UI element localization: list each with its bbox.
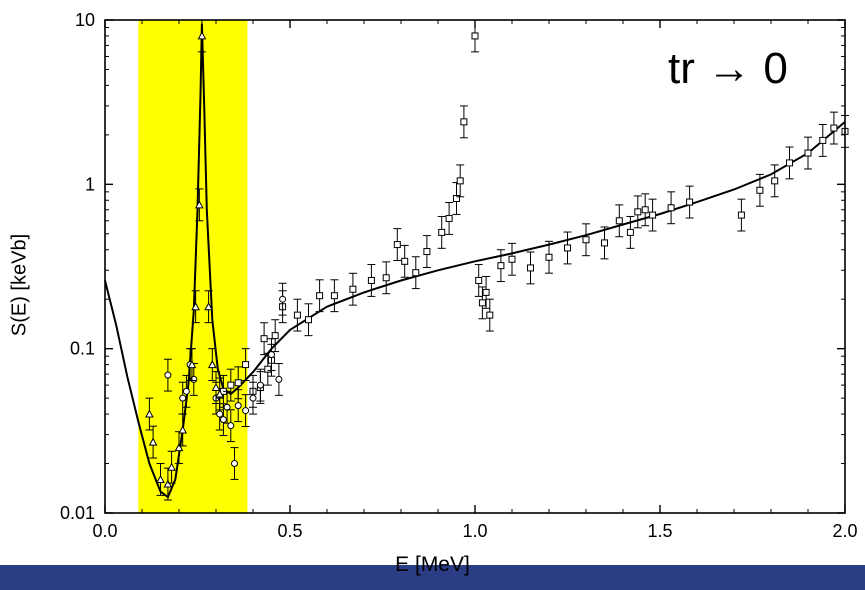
data-point-square [367,276,375,284]
data-point-square [456,177,464,185]
data-point-square [786,159,793,167]
annotation-text: tr → 0 [668,44,788,93]
data-point-triangle [207,360,217,369]
data-point-triangle [215,389,225,398]
y-axis-label: S(E) [keVb] [8,233,31,337]
x-tick-label: 1.0 [462,521,487,541]
data-point-triangle [167,462,176,471]
data-point-triangle [163,479,173,488]
data-point-square [423,248,431,256]
data-point-circle [242,407,250,415]
data-point-square [819,136,827,144]
data-point-circle [275,375,283,383]
data-point-triangle [187,360,197,369]
y-tick-label: 1 [85,174,95,194]
data-point-square [412,269,420,277]
data-point-square [756,186,764,194]
data-point-triangle [145,409,154,418]
data-point-square [497,262,505,270]
data-point-square [634,208,642,216]
data-point-square [486,311,494,319]
data-point-square [508,255,516,263]
data-point-circle [268,351,275,359]
data-point-circle [219,416,227,424]
data-point-square [460,118,468,126]
data-point-triangle [195,200,204,209]
data-point-square [242,361,250,369]
data-point-square [626,228,634,236]
data-point-triangle [156,474,165,483]
data-point-triangle [148,437,158,446]
data-point-square [316,292,324,300]
data-point-circle [223,403,231,411]
data-point-square [260,335,268,343]
y-tick-label: 0.01 [60,503,95,523]
y-tick-label: 0.1 [70,339,95,359]
bottom-bar [0,565,865,590]
data-point-circle [279,295,287,303]
data-point-square [382,274,390,282]
data-point-square [667,204,675,212]
x-tick-label: 1.5 [647,521,672,541]
data-point-circle [227,422,235,430]
data-point-square [686,198,694,206]
data-point-square [471,32,479,40]
data-point-square [641,206,649,214]
x-tick-label: 2.0 [832,521,857,541]
data-point-square [478,299,486,307]
data-point-square [401,257,409,265]
data-point-square [649,211,657,219]
data-point-triangle [211,382,221,392]
data-point-square [830,124,838,132]
data-point-square [349,285,357,293]
data-point-square [305,316,312,324]
data-points-layer [145,19,849,501]
data-point-square [438,228,446,236]
data-point-square [737,211,745,219]
data-point-square [564,244,571,252]
data-point-square [271,332,279,340]
data-point-square [771,177,779,185]
data-point-square [293,311,301,319]
highlight-region [138,20,248,513]
data-point-square [527,264,534,272]
data-point-square [475,276,483,284]
data-point-square [234,379,242,387]
axis-ticks-layer: 0.0 0.5 1.0 1.5 2.0 0.01 0.1 1 10 [60,10,858,541]
data-point-square [227,381,235,389]
data-point-triangle [191,302,200,311]
data-point-square [615,217,623,225]
data-point-circle [231,460,238,468]
data-point-circle [164,371,172,379]
data-point-square [264,365,272,373]
data-point-square [601,239,608,247]
data-point-circle [249,394,257,402]
data-point-circle [256,381,264,389]
data-point-circle [182,387,190,395]
data-point-triangle [197,31,207,40]
data-point-triangle [178,425,188,434]
data-point-square [482,288,490,296]
data-point-square [453,194,460,202]
data-point-triangle [174,443,184,452]
data-point-square [393,241,401,249]
data-point-circle [179,394,187,402]
x-axis-label: E [MeV] [395,553,470,576]
data-point-square [804,149,812,157]
data-point-square [545,253,553,261]
data-point-square [445,214,453,222]
x-tick-label: 0.5 [277,521,302,541]
data-point-square [582,236,590,244]
y-tick-label: 10 [75,10,95,30]
data-point-square [330,292,338,300]
data-point-circle [216,410,224,418]
data-point-triangle [204,302,213,311]
x-tick-label: 0.0 [92,521,117,541]
data-point-circle [234,402,242,410]
